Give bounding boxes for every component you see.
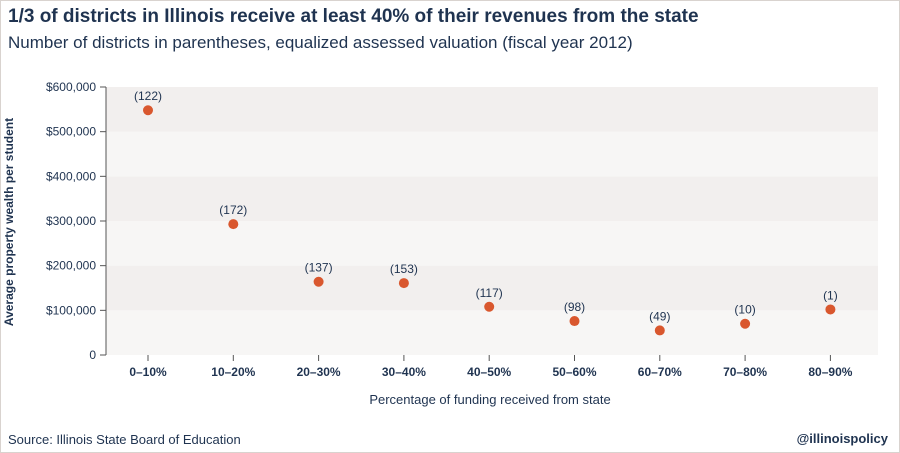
data-point bbox=[313, 276, 324, 287]
grid-band bbox=[106, 310, 878, 355]
data-point bbox=[228, 219, 239, 230]
x-tick-label: 70–80% bbox=[723, 365, 767, 379]
y-tick-label: $400,000 bbox=[46, 169, 96, 183]
data-label: (153) bbox=[390, 262, 418, 276]
y-axis-label: Average property wealth per student bbox=[2, 117, 16, 327]
chart-title: 1/3 of districts in Illinois receive at … bbox=[8, 6, 699, 27]
x-tick-label: 0–10% bbox=[129, 365, 167, 379]
data-label: (122) bbox=[134, 89, 162, 103]
data-label: (98) bbox=[564, 300, 585, 314]
y-tick-label: $500,000 bbox=[46, 125, 96, 139]
x-tick-label: 30–40% bbox=[382, 365, 426, 379]
x-axis-label: Percentage of funding received from stat… bbox=[369, 392, 611, 407]
grid-band bbox=[106, 221, 878, 266]
data-point bbox=[484, 301, 495, 312]
x-tick-label: 20–30% bbox=[297, 365, 341, 379]
x-tick-label: 50–60% bbox=[552, 365, 596, 379]
data-label: (49) bbox=[649, 309, 670, 323]
grid-band bbox=[106, 176, 878, 221]
x-tick-label: 80–90% bbox=[808, 365, 852, 379]
grid-band bbox=[106, 87, 878, 132]
y-tick-label: $300,000 bbox=[46, 214, 96, 228]
y-tick-label: $600,000 bbox=[46, 80, 96, 94]
x-tick-label: 60–70% bbox=[638, 365, 682, 379]
social-handle: @illinoispolicy bbox=[796, 431, 888, 446]
data-label: (1) bbox=[823, 288, 838, 302]
data-label: (10) bbox=[734, 303, 755, 317]
data-point bbox=[825, 304, 836, 315]
source-note: Source: Illinois State Board of Educatio… bbox=[8, 432, 241, 447]
data-point bbox=[143, 105, 153, 116]
chart-subtitle: Number of districts in parentheses, equa… bbox=[8, 33, 633, 52]
data-point bbox=[569, 316, 580, 327]
y-tick-label: 0 bbox=[89, 348, 96, 362]
x-tick-label: 40–50% bbox=[467, 365, 511, 379]
grid-band bbox=[106, 131, 878, 177]
data-point bbox=[398, 278, 409, 289]
y-tick-label: $200,000 bbox=[46, 259, 96, 273]
data-point bbox=[740, 318, 751, 329]
data-label: (137) bbox=[305, 261, 333, 275]
data-point bbox=[654, 325, 665, 336]
x-tick-label: 10–20% bbox=[211, 365, 255, 379]
y-tick-label: $100,000 bbox=[46, 303, 96, 317]
data-label: (117) bbox=[476, 286, 503, 300]
data-label: (172) bbox=[219, 203, 247, 217]
